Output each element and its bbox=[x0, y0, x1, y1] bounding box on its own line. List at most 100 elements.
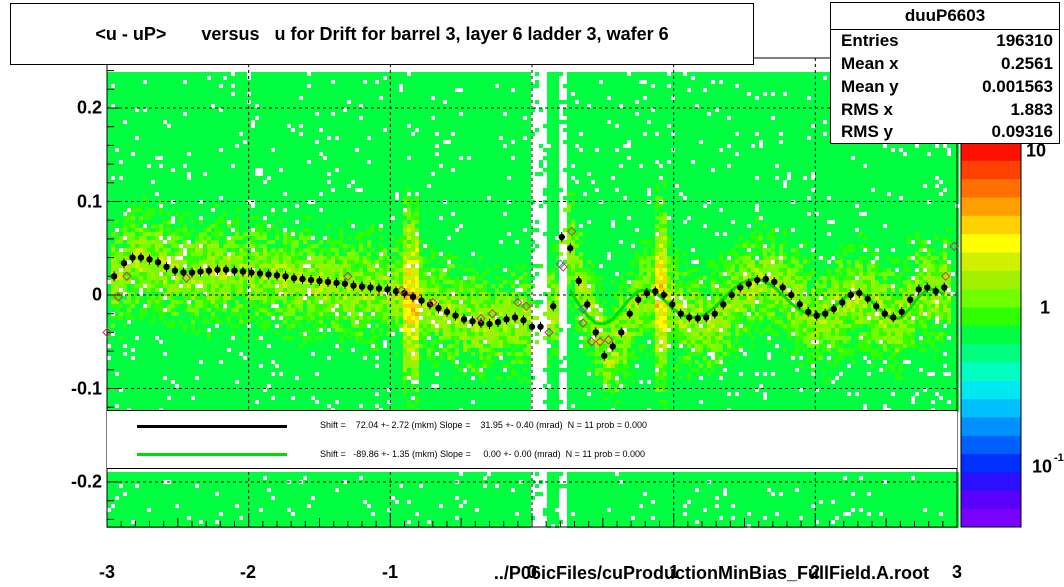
heatmap-cell bbox=[231, 516, 235, 520]
heatmap-cell bbox=[215, 488, 219, 492]
heatmap-cell bbox=[243, 316, 247, 320]
heatmap-cell bbox=[115, 128, 119, 132]
heatmap-cell bbox=[215, 304, 219, 308]
heatmap-cell bbox=[219, 96, 223, 100]
heatmap-cell bbox=[179, 172, 183, 176]
heatmap-cell bbox=[259, 132, 263, 136]
heatmap-cell bbox=[231, 296, 235, 300]
heatmap-cell bbox=[203, 472, 207, 476]
heatmap-cell bbox=[211, 276, 215, 280]
heatmap-cell bbox=[231, 376, 235, 380]
heatmap-cell bbox=[211, 492, 215, 496]
heatmap-cell bbox=[283, 264, 287, 268]
heatmap-cell bbox=[147, 252, 151, 256]
heatmap-cell bbox=[255, 296, 259, 300]
heatmap-cell bbox=[203, 220, 207, 224]
heatmap-cell bbox=[299, 368, 303, 372]
heatmap-cell bbox=[171, 400, 175, 404]
heatmap-cell bbox=[167, 184, 171, 188]
heatmap-cell bbox=[183, 316, 187, 320]
heatmap-cell bbox=[163, 320, 167, 324]
heatmap-cell bbox=[163, 364, 167, 368]
heatmap-cell bbox=[215, 80, 219, 84]
heatmap-cell bbox=[119, 168, 123, 172]
heatmap-cell bbox=[127, 360, 131, 364]
heatmap-cell bbox=[163, 348, 167, 352]
heatmap-cell bbox=[263, 360, 267, 364]
heatmap-cell bbox=[179, 140, 183, 144]
heatmap-cell bbox=[251, 116, 255, 120]
heatmap-cell bbox=[239, 244, 243, 248]
heatmap-cell bbox=[195, 516, 199, 520]
heatmap-cell bbox=[135, 276, 139, 280]
heatmap-cell bbox=[115, 392, 119, 396]
heatmap-cell bbox=[195, 84, 199, 88]
heatmap-cell bbox=[203, 524, 207, 528]
heatmap-cell bbox=[187, 244, 191, 248]
heatmap-cell bbox=[255, 80, 259, 84]
heatmap-cell bbox=[223, 272, 227, 276]
heatmap-cell bbox=[247, 108, 251, 112]
heatmap-cell bbox=[195, 88, 199, 92]
heatmap-cell bbox=[307, 368, 311, 372]
heatmap-cell bbox=[139, 192, 143, 196]
heatmap-cell bbox=[315, 476, 319, 480]
heatmap-cell bbox=[111, 192, 115, 196]
heatmap-cell bbox=[207, 256, 211, 260]
heatmap-cell bbox=[203, 336, 207, 340]
heatmap-cell bbox=[227, 232, 231, 236]
heatmap-cell bbox=[207, 80, 211, 84]
heatmap-cell bbox=[195, 244, 199, 248]
heatmap-cell bbox=[171, 196, 175, 200]
heatmap-cell bbox=[119, 496, 123, 500]
heatmap-cell bbox=[215, 380, 219, 384]
heatmap-cell bbox=[139, 512, 143, 516]
heatmap-cell bbox=[203, 340, 207, 344]
heatmap-cell bbox=[179, 276, 183, 280]
heatmap-cell bbox=[175, 292, 179, 296]
heatmap-cell bbox=[267, 72, 271, 76]
heatmap-cell bbox=[147, 356, 151, 360]
heatmap-cell bbox=[171, 184, 175, 188]
heatmap-cell bbox=[263, 312, 267, 316]
heatmap-cell bbox=[171, 260, 175, 264]
heatmap-cell bbox=[195, 344, 199, 348]
heatmap-cell bbox=[219, 288, 223, 292]
heatmap-cell bbox=[299, 388, 303, 392]
heatmap-cell bbox=[263, 104, 267, 108]
heatmap-cell bbox=[251, 364, 255, 368]
heatmap-cell bbox=[187, 96, 191, 100]
heatmap-cell bbox=[147, 288, 151, 292]
heatmap-cell bbox=[163, 304, 167, 308]
heatmap-cell bbox=[227, 180, 231, 184]
heatmap-cell bbox=[123, 476, 127, 480]
heatmap-cell bbox=[227, 88, 231, 92]
heatmap-cell bbox=[139, 196, 143, 200]
heatmap-cell bbox=[139, 172, 143, 176]
heatmap-cell bbox=[299, 296, 303, 300]
heatmap-cell bbox=[239, 400, 243, 404]
heatmap-cell bbox=[223, 116, 227, 120]
heatmap-cell bbox=[143, 316, 147, 320]
heatmap-cell bbox=[179, 92, 183, 96]
heatmap-cell bbox=[311, 312, 315, 316]
heatmap-cell bbox=[235, 72, 239, 76]
heatmap-cell bbox=[179, 404, 183, 408]
heatmap-cell bbox=[251, 112, 255, 116]
heatmap-cell bbox=[199, 492, 203, 496]
heatmap-cell bbox=[171, 80, 175, 84]
heatmap-cell bbox=[271, 284, 275, 288]
heatmap-cell bbox=[195, 204, 199, 208]
heatmap-cell bbox=[115, 264, 119, 268]
heatmap-cell bbox=[231, 96, 235, 100]
heatmap-cell bbox=[151, 384, 155, 388]
heatmap-cell bbox=[131, 276, 135, 280]
heatmap-cell bbox=[267, 228, 271, 232]
heatmap-cell bbox=[275, 476, 279, 480]
heatmap-cell bbox=[315, 244, 319, 248]
heatmap-cell bbox=[207, 380, 211, 384]
heatmap-cell bbox=[211, 252, 215, 256]
heatmap-cell bbox=[155, 204, 159, 208]
heatmap-cell bbox=[179, 312, 183, 316]
heatmap-cell bbox=[291, 108, 295, 112]
